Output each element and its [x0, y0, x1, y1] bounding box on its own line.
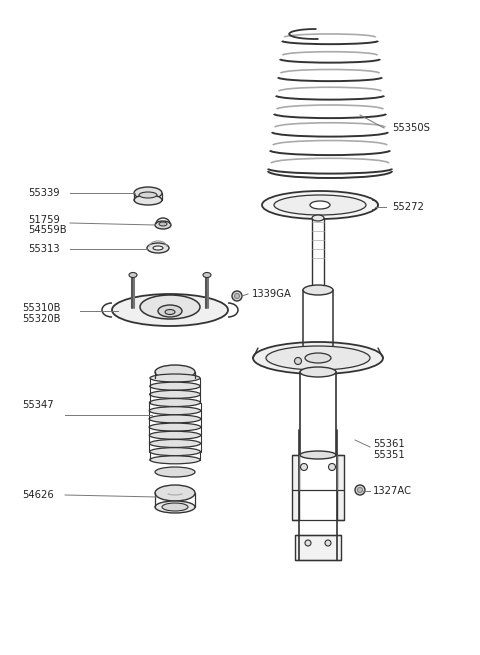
Polygon shape	[295, 535, 341, 560]
Text: 55320B: 55320B	[22, 314, 60, 324]
Circle shape	[328, 464, 336, 470]
Ellipse shape	[150, 374, 200, 382]
Circle shape	[358, 487, 362, 493]
Polygon shape	[337, 455, 344, 520]
Circle shape	[355, 485, 365, 495]
Ellipse shape	[155, 365, 195, 379]
Ellipse shape	[158, 305, 182, 317]
Text: 55347: 55347	[22, 400, 54, 410]
Text: 51759: 51759	[28, 215, 60, 225]
Ellipse shape	[150, 390, 200, 398]
Ellipse shape	[150, 456, 200, 464]
Text: 55339: 55339	[28, 188, 60, 198]
Circle shape	[235, 293, 240, 299]
Ellipse shape	[134, 195, 162, 205]
Circle shape	[295, 358, 301, 364]
Circle shape	[325, 540, 331, 546]
Ellipse shape	[203, 272, 211, 278]
Ellipse shape	[149, 431, 201, 440]
Ellipse shape	[274, 195, 366, 215]
Ellipse shape	[155, 467, 195, 477]
Ellipse shape	[149, 398, 201, 407]
Ellipse shape	[262, 191, 378, 219]
Ellipse shape	[153, 246, 163, 250]
Ellipse shape	[165, 310, 175, 314]
Ellipse shape	[149, 415, 201, 423]
Ellipse shape	[112, 294, 228, 326]
Circle shape	[300, 464, 308, 470]
Ellipse shape	[149, 423, 201, 431]
Ellipse shape	[139, 192, 157, 198]
Text: 1339GA: 1339GA	[252, 289, 292, 299]
Ellipse shape	[150, 382, 200, 390]
Ellipse shape	[150, 447, 200, 456]
Text: 55351: 55351	[373, 450, 405, 460]
Ellipse shape	[300, 367, 336, 377]
Ellipse shape	[303, 285, 333, 295]
Ellipse shape	[155, 501, 195, 513]
Ellipse shape	[162, 503, 188, 511]
Ellipse shape	[129, 272, 137, 278]
Ellipse shape	[310, 201, 330, 209]
Ellipse shape	[253, 342, 383, 374]
Text: 54559B: 54559B	[28, 225, 67, 235]
Ellipse shape	[140, 295, 200, 319]
Polygon shape	[292, 455, 299, 520]
Ellipse shape	[300, 451, 336, 459]
Ellipse shape	[155, 485, 195, 501]
Text: 55350S: 55350S	[392, 123, 430, 133]
Ellipse shape	[312, 215, 324, 221]
Ellipse shape	[159, 222, 167, 226]
Ellipse shape	[147, 243, 169, 253]
Circle shape	[232, 291, 242, 301]
Text: 54626: 54626	[22, 490, 54, 500]
Text: 1327AC: 1327AC	[373, 486, 412, 496]
Text: 55310B: 55310B	[22, 303, 60, 313]
Ellipse shape	[149, 407, 201, 415]
Ellipse shape	[155, 221, 171, 229]
Text: 55361: 55361	[373, 439, 405, 449]
Text: 55272: 55272	[392, 202, 424, 212]
Ellipse shape	[134, 187, 162, 199]
Ellipse shape	[305, 353, 331, 363]
Circle shape	[305, 540, 311, 546]
Ellipse shape	[312, 287, 324, 293]
Ellipse shape	[149, 440, 201, 447]
Ellipse shape	[266, 346, 370, 370]
Text: 55313: 55313	[28, 244, 60, 254]
